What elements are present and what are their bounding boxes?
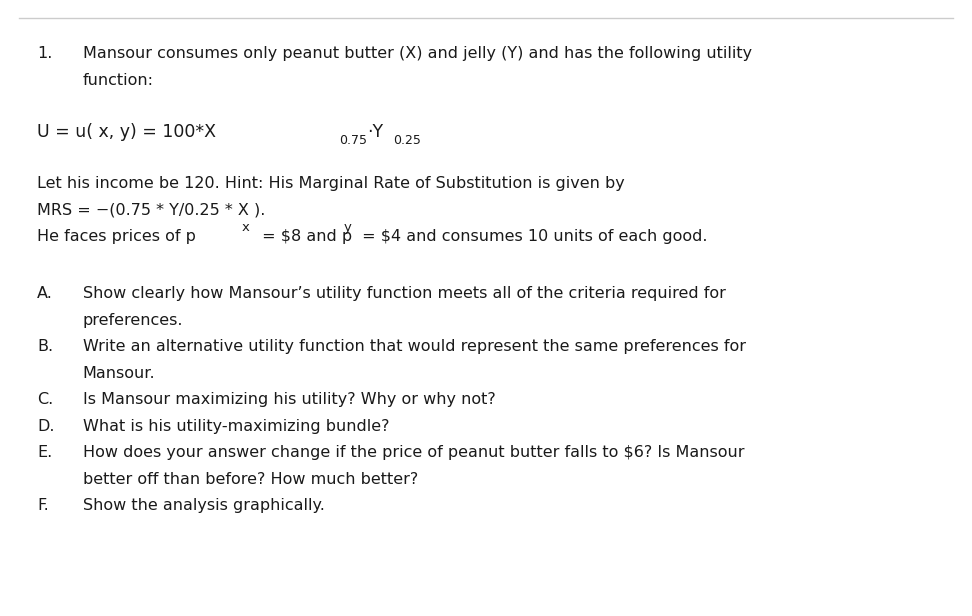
- Text: 1.: 1.: [37, 46, 52, 61]
- Text: = $4 and consumes 10 units of each good.: = $4 and consumes 10 units of each good.: [357, 229, 708, 243]
- Text: ·Y: ·Y: [367, 123, 383, 141]
- Text: MRS = −(0.75 * Y/0.25 * X ).: MRS = −(0.75 * Y/0.25 * X ).: [37, 202, 265, 217]
- Text: function:: function:: [83, 73, 154, 87]
- Text: better off than before? How much better?: better off than before? How much better?: [83, 472, 418, 487]
- Text: D.: D.: [37, 419, 54, 434]
- Text: Show clearly how Mansour’s utility function meets all of the criteria required f: Show clearly how Mansour’s utility funct…: [83, 286, 725, 301]
- Text: Show the analysis graphically.: Show the analysis graphically.: [83, 498, 325, 513]
- Text: What is his utility-maximizing bundle?: What is his utility-maximizing bundle?: [83, 419, 389, 434]
- Text: Mansour.: Mansour.: [83, 366, 156, 381]
- Text: E.: E.: [37, 445, 52, 460]
- Text: How does your answer change if the price of peanut butter falls to $6? Is Mansou: How does your answer change if the price…: [83, 445, 745, 460]
- Text: x: x: [241, 221, 250, 234]
- Text: Let his income be 120. Hint: His Marginal Rate of Substitution is given by: Let his income be 120. Hint: His Margina…: [37, 176, 625, 190]
- Text: Mansour consumes only peanut butter (X) and jelly (Y) and has the following util: Mansour consumes only peanut butter (X) …: [83, 46, 751, 61]
- Text: Write an alternative utility function that would represent the same preferences : Write an alternative utility function th…: [83, 339, 746, 354]
- Text: 0.25: 0.25: [393, 134, 421, 147]
- Text: C.: C.: [37, 392, 53, 407]
- Text: F.: F.: [37, 498, 49, 513]
- Text: He faces prices of p: He faces prices of p: [37, 229, 195, 243]
- Text: B.: B.: [37, 339, 53, 354]
- Text: = $8 and p: = $8 and p: [257, 229, 352, 243]
- Text: preferences.: preferences.: [83, 313, 183, 328]
- Text: 0.75: 0.75: [338, 134, 366, 147]
- Text: U = u( x, y) = 100*X: U = u( x, y) = 100*X: [37, 123, 216, 141]
- Text: Is Mansour maximizing his utility? Why or why not?: Is Mansour maximizing his utility? Why o…: [83, 392, 496, 407]
- Text: y: y: [344, 221, 352, 234]
- Text: A.: A.: [37, 286, 52, 301]
